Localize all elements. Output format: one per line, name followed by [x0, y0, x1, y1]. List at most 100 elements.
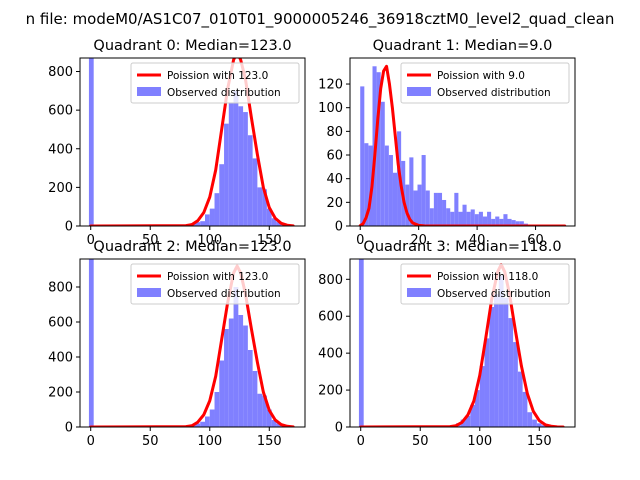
- q3-legend-hist-swatch: [407, 288, 431, 297]
- q1-y-tick-label: 60: [326, 149, 343, 164]
- q1-hist-bar: [487, 211, 492, 226]
- q2-x-tick-label: 150: [257, 434, 282, 449]
- q0-hist-bar: [247, 135, 253, 226]
- q1-hist-bar: [384, 145, 389, 226]
- q2-hist-bar: [262, 395, 267, 427]
- q1-plot-area: [358, 64, 567, 226]
- q1-hist-bar: [507, 218, 512, 226]
- q3-hist-bar: [470, 404, 475, 427]
- q1-legend: Poission with 9.0 Observed distribution: [400, 62, 570, 104]
- q1-hist-bar: [437, 192, 443, 226]
- q1-hist-bar: [433, 192, 438, 226]
- q0-y-tick-label: 400: [48, 142, 73, 157]
- q1-hist-bar: [454, 192, 459, 226]
- q3-legend: Poission with 118.0 Observed distribution: [400, 263, 570, 305]
- q0-axes-frame: [79, 57, 306, 227]
- q0-hist-bar: [209, 208, 215, 226]
- q2-hist-bar: [205, 416, 210, 427]
- q0-hist-bar: [276, 222, 282, 226]
- q0-y-tick-label: 200: [48, 181, 73, 196]
- q3-hist-bar: [475, 390, 480, 427]
- figure-suptitle: n file: modeM0/AS1C07_010T01_9000005246_…: [26, 10, 615, 29]
- q0-plot-area: [88, 58, 296, 226]
- q1-legend-fit-label: Poission with 9.0: [437, 70, 525, 82]
- q2-y-tick-label: 400: [48, 351, 73, 366]
- q3-hist-bar: [358, 259, 364, 427]
- q2-legend: Poission with 123.0 Observed distribution: [130, 263, 300, 305]
- q2-hist-bar: [209, 409, 215, 427]
- q3-hist-bar: [517, 371, 523, 427]
- q2-hist-bar: [224, 329, 229, 427]
- q2-hist-bar: [195, 423, 201, 427]
- q0-legend-fit-label: Poission with 123.0: [167, 70, 268, 82]
- q0-hist-bar: [238, 106, 244, 226]
- q0-hist-bar: [195, 222, 201, 226]
- q1-legend-box: [400, 62, 570, 104]
- q3-hist-bar: [522, 391, 528, 427]
- q1-y-tick-label: 0: [335, 220, 343, 235]
- q3-hist-bar: [503, 297, 509, 427]
- q2-legend-box: [130, 263, 300, 305]
- q2-hist-bar: [88, 259, 94, 427]
- q2-x-tick-label: 100: [197, 434, 222, 449]
- q1-hist-bar: [388, 155, 393, 226]
- q2-axes-frame: [79, 258, 306, 428]
- q1-subplot: 0 20 40 60 0 20 40 60 80 100 120 Quadrant 1: Median…: [318, 38, 576, 248]
- q2-hist-bar: [271, 420, 277, 427]
- q3-hist-bar: [513, 342, 518, 427]
- q1-x-tick-label: 20: [410, 233, 427, 248]
- q1-hist-bar: [409, 157, 414, 226]
- q2-subplot: 0 50 100 150 0 200 400 600 800 Quadrant 2: Median…: [48, 239, 306, 449]
- q1-hist-bar: [360, 86, 365, 226]
- q0-y-tick-label: 600: [48, 104, 73, 119]
- q3-title: Quadrant 3: Median=118.0: [363, 239, 561, 255]
- q1-hist-bar: [421, 155, 426, 226]
- q2-hist-bar: [228, 318, 234, 427]
- q1-hist-bar: [503, 214, 508, 226]
- q1-y-tick-label: 100: [318, 101, 343, 116]
- q1-y-tick-label: 80: [326, 125, 343, 140]
- q0-hist-bar: [88, 58, 94, 226]
- q1-x-tick-label: 60: [527, 233, 544, 248]
- q1-y-tick-label: 40: [326, 172, 343, 187]
- q3-hist-bar: [536, 423, 542, 427]
- q3-hist-bar: [484, 338, 490, 427]
- q1-axes-frame: [349, 57, 576, 227]
- q3-hist-bar: [460, 419, 466, 427]
- q3-hist-bar: [541, 425, 547, 427]
- q3-y-tick-label: 600: [318, 310, 343, 325]
- q3-plot-area: [358, 259, 565, 427]
- q1-hist-bar: [474, 214, 479, 226]
- q0-hist-bar: [219, 164, 225, 226]
- q1-hist-bar: [499, 218, 504, 226]
- q1-legend-hist-swatch: [407, 87, 431, 96]
- q0-hist-bar: [252, 158, 258, 226]
- q2-hist-bar: [200, 421, 205, 427]
- q2-hist-bar: [214, 392, 220, 427]
- q3-subplot: 0 50 100 150 0 200 400 600 800 Quadrant 3: Median…: [318, 239, 576, 449]
- q1-hist-bar: [478, 211, 483, 226]
- q0-hist-bar: [266, 208, 272, 226]
- q1-hist-bar: [380, 101, 385, 226]
- q0-hist-bar: [243, 112, 248, 226]
- q0-hist-bar: [214, 193, 220, 226]
- q3-x-tick-label: 100: [467, 434, 492, 449]
- q2-y-tick-label: 0: [65, 421, 73, 436]
- q2-hist-bar: [219, 360, 225, 427]
- q1-x-tick-label: 40: [469, 233, 486, 248]
- q0-legend-hist-swatch: [137, 87, 161, 96]
- q1-hist-bar: [392, 172, 398, 226]
- q3-hist-bar: [494, 294, 499, 427]
- q1-hist-bar: [417, 184, 422, 226]
- q1-hist-bar: [519, 221, 524, 226]
- q2-hist-bar: [238, 315, 244, 427]
- q2-y-tick-label: 600: [48, 316, 73, 331]
- q0-hist-bar: [271, 218, 277, 226]
- q1-hist-bar: [413, 190, 418, 226]
- q1-hist-bar: [495, 216, 500, 226]
- q0-hist-bar: [257, 187, 263, 226]
- q1-legend-hist-label: Observed distribution: [437, 87, 551, 99]
- q2-x-tick-label: 50: [142, 434, 159, 449]
- q0-subplot: 0 50 100 150 0 200 400 600 800 Quadrant 0: Median…: [48, 38, 306, 248]
- q1-y-tick-label: 20: [326, 196, 343, 211]
